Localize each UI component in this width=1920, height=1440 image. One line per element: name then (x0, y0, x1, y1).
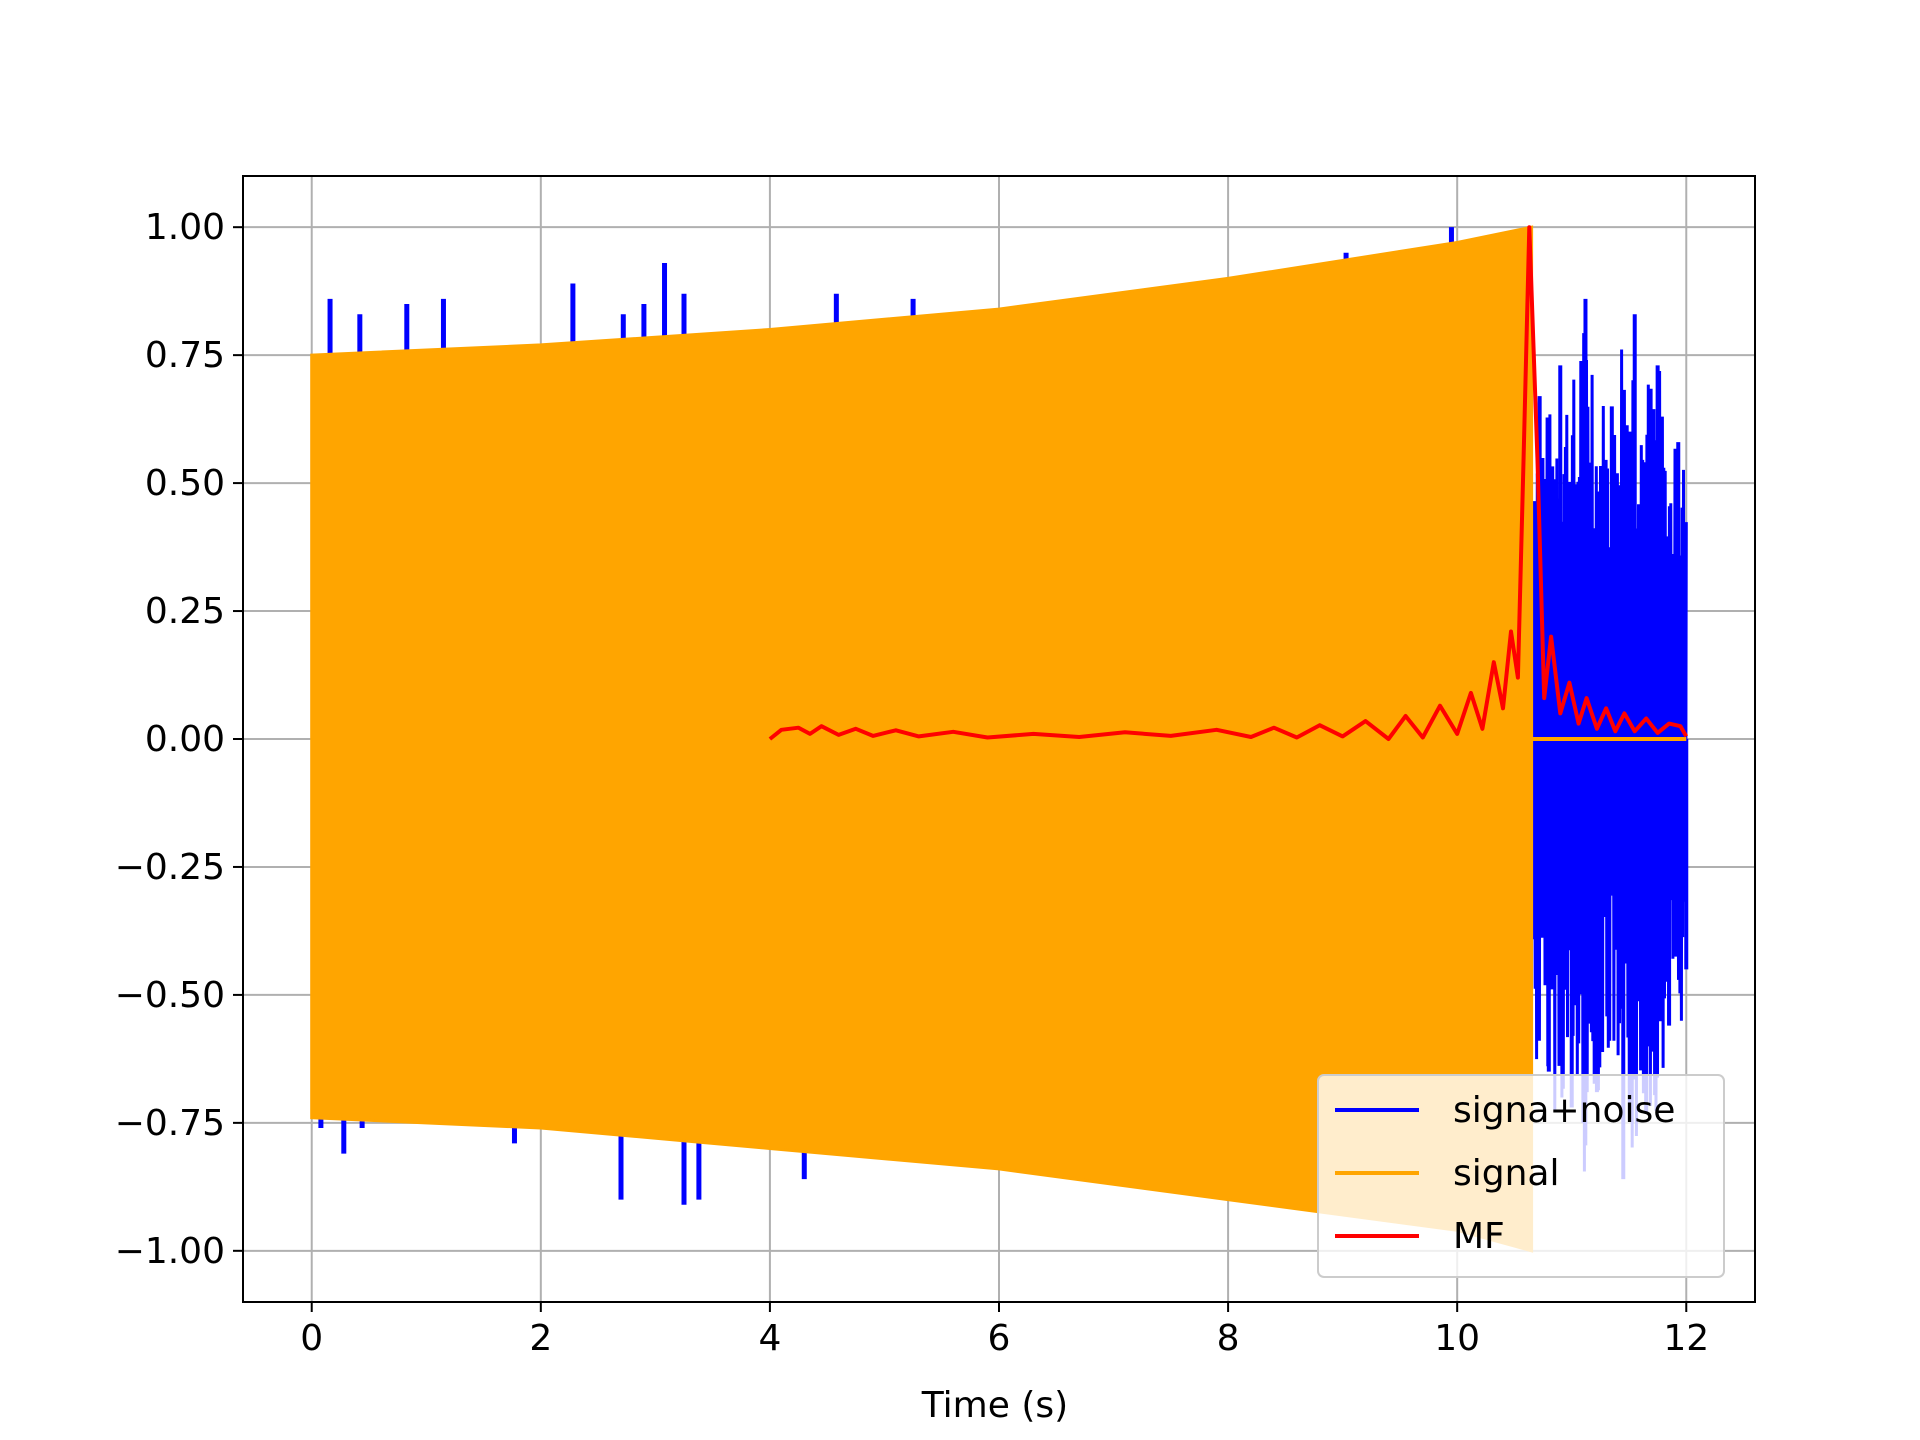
plot-area: 0 2 4 6 8 10 12 1.00 0.75 0.50 0.25 0.00 −0.25 −0.50 −… (115, 175, 1756, 1359)
x-tick-label-2: 4 (758, 1318, 781, 1359)
y-tick-label-7: −0.75 (115, 1103, 225, 1144)
x-tick-label-1: 2 (529, 1318, 552, 1359)
y-tick-label-8: −1.00 (115, 1231, 225, 1272)
x-tick-label-0: 0 (300, 1318, 323, 1359)
y-tick-label-2: 0.50 (145, 463, 225, 504)
mf-line (768, 225, 1689, 741)
signal-noise-noise-trace (1530, 316, 1688, 1172)
y-tick-label-3: 0.25 (145, 591, 225, 632)
y-tick-label-1: 0.75 (145, 335, 225, 376)
x-axis-label: Time (s) (921, 1385, 1068, 1426)
y-tick-label-4: 0.00 (145, 719, 225, 760)
y-tick-label-0: 1.00 (145, 207, 225, 248)
y-tick-label-5: −0.25 (115, 847, 225, 888)
x-tick-label-4: 8 (1217, 1318, 1240, 1359)
x-tick-label-6: 12 (1663, 1318, 1709, 1359)
x-tick-label-5: 10 (1434, 1318, 1480, 1359)
legend: signa+noise signal MF (1317, 1074, 1725, 1278)
legend-label-mf: MF (1453, 1216, 1505, 1257)
legend-frame (1317, 1074, 1725, 1278)
legend-label-signal: signal (1453, 1153, 1560, 1194)
y-tick-label-6: −0.50 (115, 975, 225, 1016)
x-tick-label-3: 6 (988, 1318, 1011, 1359)
legend-label-signal-noise: signa+noise (1453, 1090, 1675, 1131)
